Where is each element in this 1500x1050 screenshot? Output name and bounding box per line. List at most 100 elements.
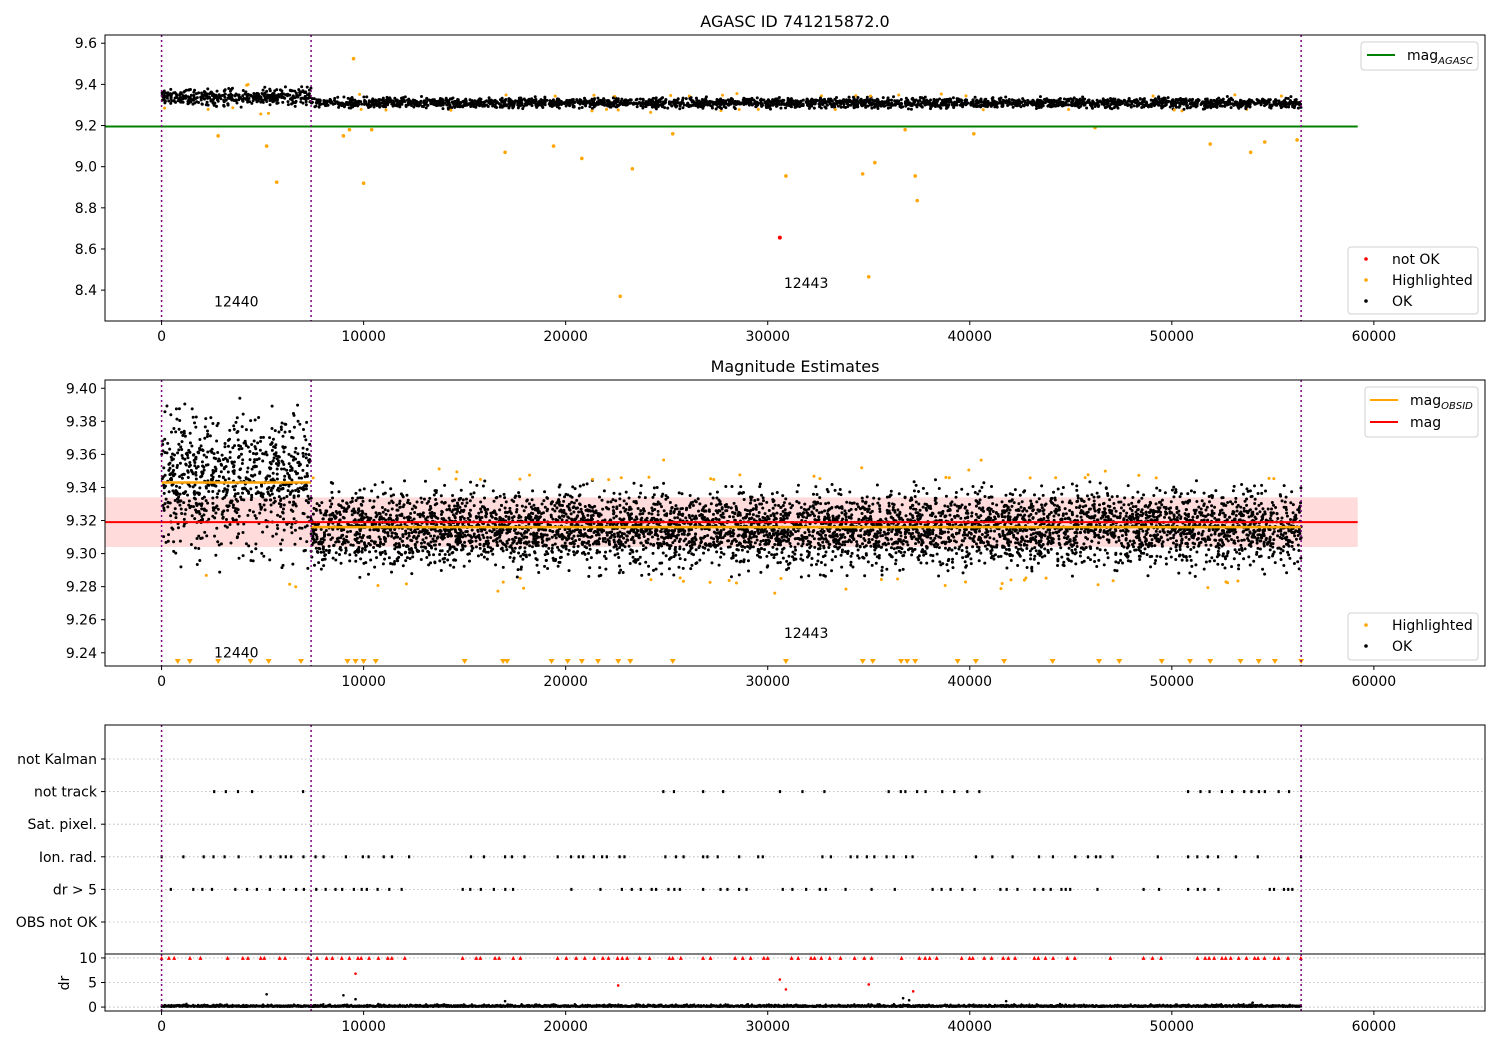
ok-point [441,98,445,102]
ok-point [192,458,196,462]
ok-point [172,540,176,544]
ok-point [167,533,171,537]
ok-point [241,487,245,491]
highlighted-point [873,160,877,165]
ok-point [964,555,968,559]
ok-point [195,562,199,566]
ok-point [281,563,285,567]
ok-point [259,435,263,439]
ok-point [194,473,198,477]
ok-point [252,92,256,96]
ok-point [1069,97,1073,101]
ok-point [178,461,182,465]
highlighted-point [551,144,556,148]
ok-point [445,103,449,107]
highlighted-point [496,589,500,593]
highlighted-point [359,107,363,111]
ok-point [1200,499,1204,503]
ok-point [268,493,272,497]
highlighted-point [1233,93,1237,97]
highlighted-point [981,108,985,112]
ok-point [200,471,204,475]
ok-point [669,556,673,560]
ok-point [183,512,187,516]
ok-point [878,507,882,511]
ok-point [804,100,808,104]
ok-point [327,544,331,548]
ok-point [217,457,221,461]
ok-point [279,502,283,506]
ok-point [370,102,374,106]
ok-point [295,472,299,476]
ok-point [644,560,648,564]
ok-point [859,99,863,103]
ok-point [656,105,660,109]
ok-point [763,548,767,552]
ok-point [223,88,227,92]
ok-point [268,98,272,102]
ok-point [301,427,305,431]
ok-point [681,106,685,110]
ok-point [285,495,289,499]
ok-point [188,431,192,435]
ok-point [857,517,861,521]
ok-point [193,497,197,501]
ok-point [463,534,467,538]
ok-point [656,513,660,517]
ok-point [881,96,885,100]
ok-point [278,88,282,92]
highlighted-point [504,93,508,97]
ok-point [254,542,258,546]
ok-point [269,498,273,502]
ok-point [287,462,291,466]
ok-point [482,104,486,108]
ok-point [1292,100,1296,104]
ok-point [192,453,196,457]
ok-point [1093,105,1097,109]
ok-point [236,438,240,442]
ok-point [215,526,219,530]
ok-point [179,96,183,100]
ok-point [829,97,833,101]
ok-point [772,556,776,560]
ok-point [1029,100,1033,104]
ok-point [269,443,273,447]
ok-point [188,441,192,445]
ok-point [1087,98,1091,102]
ok-point [261,100,265,104]
ok-point [1184,101,1188,105]
ok-point [248,508,252,512]
ok-point [238,396,242,400]
ok-point [193,483,197,487]
ok-point [202,513,206,517]
ok-point [263,85,267,89]
ok-point [284,93,288,97]
ok-point [1070,482,1074,486]
ok-point [856,100,860,104]
ok-point [261,530,265,534]
ok-point [290,522,294,526]
ok-point [1056,563,1060,567]
ok-point [1045,97,1049,101]
ok-point [1284,103,1288,107]
ok-point [1000,101,1004,105]
ok-point [1083,97,1087,101]
ok-point [808,505,812,509]
ok-point [856,96,860,100]
ok-point [184,508,188,512]
highlighted-point [163,106,167,110]
ok-point [216,507,220,511]
ok-point [202,468,206,472]
ok-point [580,106,584,110]
ok-point [286,489,290,493]
ok-point [169,93,173,97]
ok-point [978,498,982,502]
ok-point [239,452,243,456]
ok-point [360,550,364,554]
ok-point [1022,558,1026,562]
ok-point [1163,104,1167,108]
ok-point [711,512,715,516]
ok-point [270,404,274,408]
ok-point [1029,533,1033,537]
highlighted-point [868,94,872,98]
